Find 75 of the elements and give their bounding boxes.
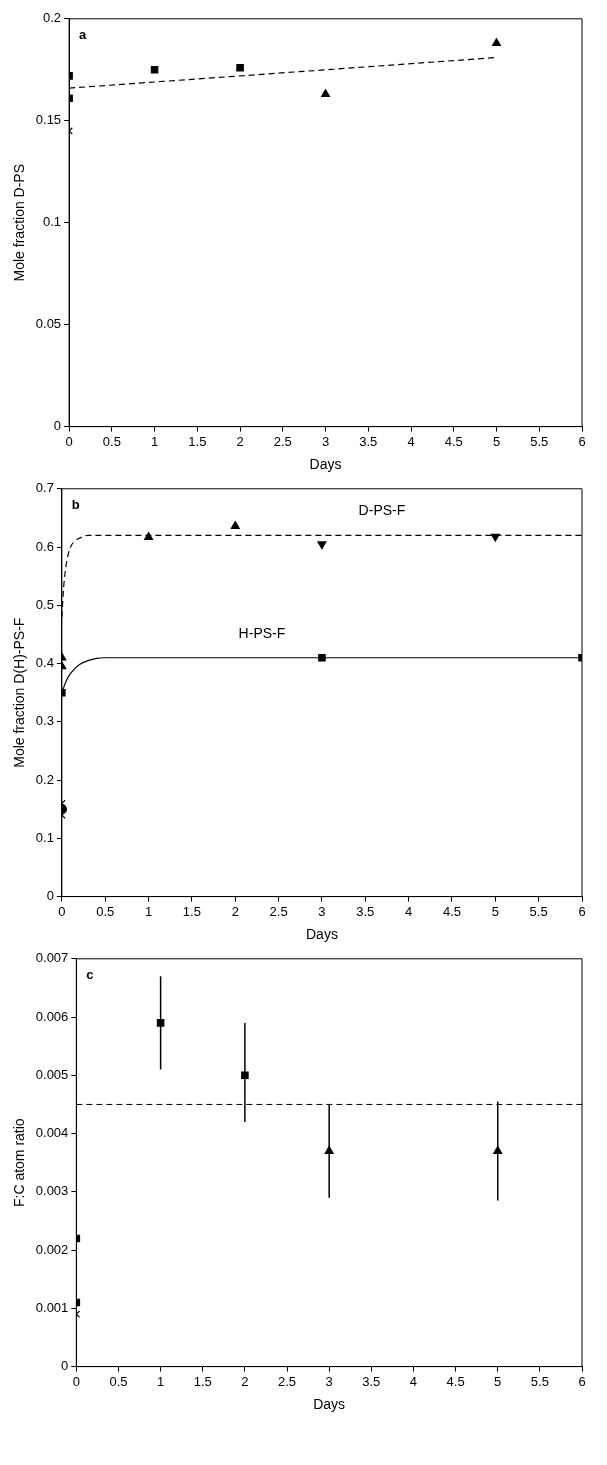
x-tick-label: 4 — [407, 433, 415, 449]
y-tick-label: 0.1 — [43, 214, 62, 230]
x-tick-label: 1.5 — [182, 903, 201, 919]
point — [236, 63, 244, 72]
x-tick-label: 2.5 — [269, 903, 288, 919]
x-tick-label: 1 — [150, 433, 159, 449]
annotation: c — [86, 966, 94, 982]
y-tick-label: 0.1 — [35, 829, 54, 845]
y-tick-label: 0.2 — [35, 771, 54, 787]
annotation: a — [79, 26, 88, 42]
y-tick-label: 0.2 — [43, 10, 62, 26]
x-tick-label: 4.5 — [446, 1373, 465, 1389]
point — [144, 532, 154, 540]
y-tick-label: 0 — [46, 888, 54, 904]
x-tick-label: 5.5 — [530, 433, 549, 449]
y-tick-label: 0.001 — [35, 1299, 69, 1315]
y-tick-label: 0.3 — [35, 713, 54, 729]
x-tick-label: 1.5 — [188, 433, 207, 449]
x-tick-label: 5 — [492, 433, 501, 449]
x-tick-label: 1 — [156, 1373, 165, 1389]
x-tick-label: 2 — [231, 903, 239, 919]
x-axis-title: Days — [309, 456, 342, 473]
y-tick-label: 0.004 — [35, 1125, 69, 1141]
y-tick-label: 0.5 — [35, 596, 54, 612]
x-tick-label: 0 — [72, 1373, 80, 1389]
x-tick-label: 5 — [491, 903, 499, 919]
y-axis-title: Mole fraction D(H)-PS-F — [11, 617, 28, 768]
y-tick-label: 0.006 — [35, 1008, 69, 1024]
series-label: D-PS-F — [358, 502, 406, 519]
y-tick-label: 0.15 — [35, 112, 62, 128]
y-tick-label: 0.003 — [35, 1183, 69, 1199]
x-tick-label: 5.5 — [529, 903, 548, 919]
y-tick-label: 0.005 — [35, 1066, 69, 1082]
x-tick-label: 0.5 — [102, 433, 121, 449]
x-tick-label: 4 — [409, 1373, 418, 1389]
x-tick-label: 3.5 — [362, 1373, 381, 1389]
x-tick-label: 3.5 — [359, 433, 378, 449]
x-tick-label: 6 — [578, 1373, 586, 1389]
series-label: H-PS-F — [238, 624, 286, 641]
point — [230, 520, 240, 529]
y-tick-label: 0.4 — [35, 655, 54, 671]
x-tick-label: 0.5 — [96, 903, 115, 919]
x-tick-label: 2 — [236, 433, 244, 449]
x-tick-label: 4.5 — [442, 903, 462, 919]
y-axis-title: F:C atom ratio — [11, 1118, 28, 1208]
x-tick-label: 1.5 — [193, 1373, 212, 1389]
y-tick-label: 0.05 — [35, 316, 62, 332]
y-tick-label: 0 — [61, 1358, 69, 1374]
x-tick-label: 2.5 — [277, 1373, 297, 1389]
x-tick-label: 2.5 — [273, 433, 292, 449]
x-tick-label: 3.5 — [356, 903, 375, 919]
x-tick-label: 3 — [321, 433, 330, 449]
point — [321, 89, 331, 98]
x-tick-label: 3 — [318, 903, 326, 919]
x-tick-label: 3 — [325, 1373, 333, 1389]
x-tick-label: 0.5 — [109, 1373, 128, 1389]
y-tick-label: 0.7 — [35, 480, 54, 496]
point — [490, 533, 500, 542]
y-axis-title: Mole fraction D-PS — [11, 163, 28, 282]
x-tick-label: 5 — [494, 1373, 502, 1389]
x-tick-label: 5.5 — [530, 1373, 549, 1389]
x-axis-title: Days — [313, 1396, 346, 1413]
x-tick-label: 1 — [144, 903, 153, 919]
x-axis-title: Days — [305, 926, 338, 943]
x-tick-label: 6 — [578, 433, 586, 449]
x-tick-label: 2 — [241, 1373, 249, 1389]
annotation: b — [71, 496, 80, 512]
x-tick-label: 4.5 — [444, 433, 463, 449]
x-tick-label: 4 — [405, 903, 413, 919]
point — [492, 38, 502, 47]
y-tick-label: 0 — [53, 418, 62, 434]
y-tick-label: 0.6 — [35, 538, 54, 554]
y-tick-label: 0.007 — [35, 950, 69, 966]
x-tick-label: 6 — [578, 903, 586, 919]
y-tick-label: 0.002 — [35, 1241, 69, 1257]
